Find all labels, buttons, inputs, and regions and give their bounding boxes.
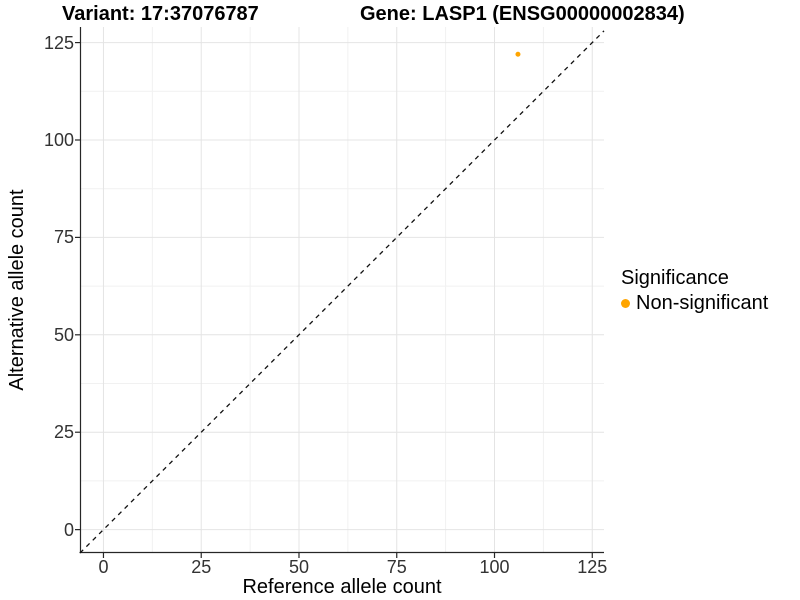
plot-canvas	[75, 27, 605, 558]
legend-title: Significance	[621, 267, 729, 289]
y-tick-label: 125	[43, 32, 74, 53]
y-tick-label: 75	[53, 227, 74, 248]
x-tick-label: 125	[577, 557, 608, 577]
plot-title-gene: Gene: LASP1 (ENSG00000002834)	[360, 3, 685, 25]
plot-title-variant: Variant: 17:37076787	[62, 3, 259, 25]
data-point	[515, 51, 521, 57]
identity-line	[79, 30, 605, 554]
y-tick-label: 50	[53, 324, 74, 345]
x-tick-label: 0	[98, 557, 109, 577]
legend: Significance Non-significant	[621, 266, 768, 314]
x-axis-title: Reference allele count	[242, 576, 442, 598]
x-tick-label: 25	[191, 557, 212, 577]
x-tick-label: 100	[479, 557, 510, 577]
legend-item: Non-significant	[621, 292, 768, 314]
legend-key-dot	[621, 298, 630, 308]
y-tick-label: 0	[63, 519, 74, 540]
y-axis-title: Alternative allele count	[6, 189, 28, 391]
x-tick-label: 75	[386, 557, 407, 577]
y-tick-label: 100	[43, 129, 74, 150]
legend-item-label: Non-significant	[636, 292, 769, 314]
y-tick-label: 25	[53, 422, 74, 443]
plot-panel	[75, 27, 605, 558]
x-tick-label: 50	[288, 557, 309, 577]
